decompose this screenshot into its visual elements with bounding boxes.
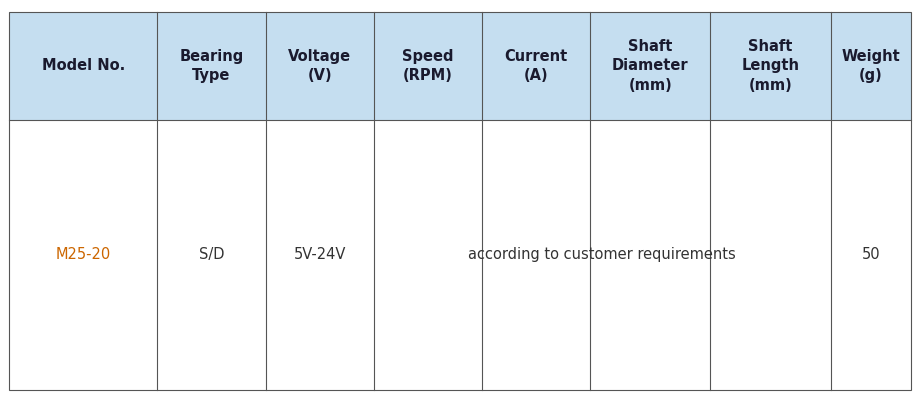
Text: M25-20: M25-20 — [56, 248, 111, 262]
Text: according to customer requirements: according to customer requirements — [468, 248, 735, 262]
Text: S/D: S/D — [199, 248, 224, 262]
Text: 5V-24V: 5V-24V — [293, 248, 346, 262]
Bar — [9, 120, 910, 390]
Text: Shaft
Diameter
(mm): Shaft Diameter (mm) — [611, 39, 688, 92]
Text: Shaft
Length
(mm): Shaft Length (mm) — [741, 39, 799, 92]
Text: Weight
(g): Weight (g) — [841, 49, 899, 83]
Text: Bearing
Type: Bearing Type — [179, 49, 244, 83]
Text: 50: 50 — [860, 248, 879, 262]
Text: Voltage
(V): Voltage (V) — [288, 49, 351, 83]
Text: Model No.: Model No. — [41, 59, 125, 73]
Bar — [9, 12, 910, 120]
Text: Speed
(RPM): Speed (RPM) — [402, 49, 453, 83]
Text: Current
(A): Current (A) — [504, 49, 567, 83]
